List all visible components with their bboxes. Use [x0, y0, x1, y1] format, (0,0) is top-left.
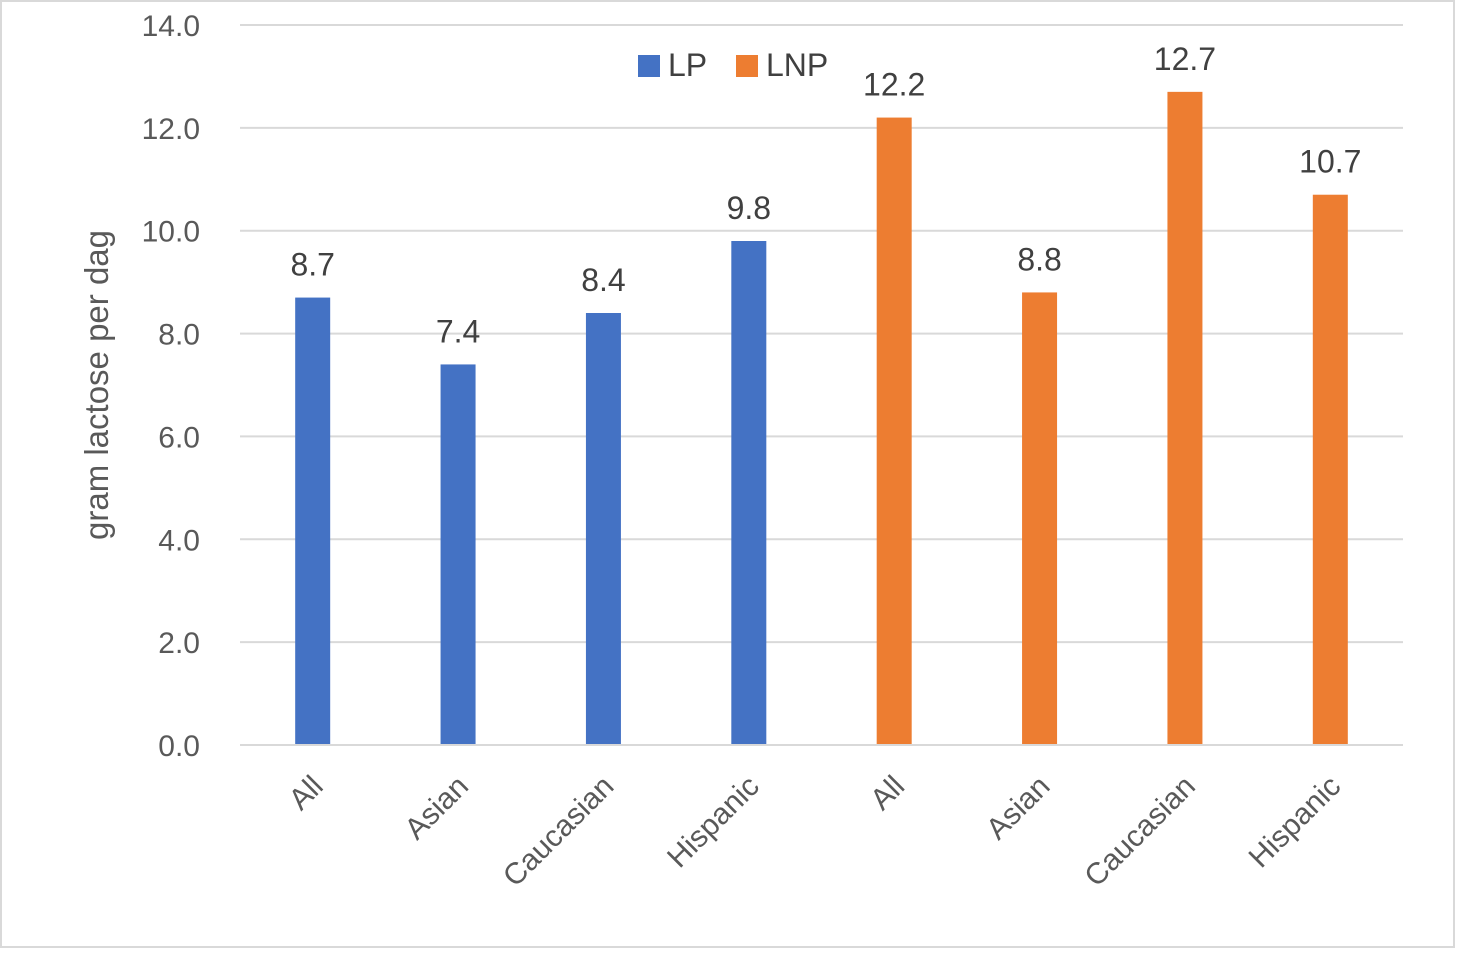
category-label: Hispanic — [661, 770, 766, 875]
y-tick-label: 8.0 — [158, 319, 200, 352]
legend-label-lnp: LNP — [766, 47, 828, 83]
legend-swatch-lp — [638, 55, 660, 77]
bar-lp-all — [295, 297, 331, 745]
y-tick-label: 0.0 — [158, 730, 200, 763]
y-tick-label: 2.0 — [158, 627, 200, 660]
data-labels: 8.7 7.4 8.4 9.8 12.2 8.8 12.7 10.7 — [290, 41, 1361, 350]
data-label: 10.7 — [1299, 144, 1361, 180]
data-label: 12.2 — [863, 67, 925, 103]
category-label: All — [864, 770, 911, 817]
y-tick-label: 14.0 — [142, 10, 200, 43]
data-label: 8.8 — [1017, 241, 1061, 277]
bar-lnp-caucasian — [1167, 91, 1203, 746]
bar-lnp-all — [876, 117, 912, 746]
bar-lnp-hispanic — [1312, 194, 1348, 745]
y-axis-title: gram lactose per dag — [78, 230, 115, 540]
gridlines — [240, 24, 1403, 644]
bar-lp-hispanic — [731, 241, 767, 745]
legend-swatch-lnp — [736, 55, 758, 77]
legend-label-lp: LP — [668, 47, 707, 83]
y-axis-ticks: 0.0 2.0 4.0 6.0 8.0 10.0 12.0 14.0 — [142, 10, 200, 763]
category-label: All — [283, 770, 330, 817]
bar-lnp-asian — [1022, 292, 1058, 745]
category-labels: All Asian Caucasian Hispanic All Asian Caucasi… — [283, 770, 1348, 894]
y-tick-label: 4.0 — [158, 524, 200, 557]
legend: LP LNP — [638, 47, 828, 83]
data-label: 9.8 — [727, 190, 771, 226]
category-label: Hispanic — [1243, 770, 1348, 875]
data-label: 7.4 — [436, 313, 480, 349]
bar-lp-asian — [440, 364, 476, 745]
y-tick-label: 10.0 — [142, 216, 200, 249]
y-tick-label: 6.0 — [158, 421, 200, 454]
data-label: 12.7 — [1154, 41, 1216, 77]
category-label: Caucasian — [497, 770, 621, 894]
bars — [295, 91, 1348, 746]
data-label: 8.7 — [290, 247, 334, 283]
data-label: 8.4 — [581, 262, 625, 298]
category-label: Caucasian — [1078, 770, 1202, 894]
category-label: Asian — [399, 770, 475, 846]
bar-lp-caucasian — [585, 313, 621, 745]
category-label: Asian — [980, 770, 1056, 846]
y-tick-label: 12.0 — [142, 113, 200, 146]
